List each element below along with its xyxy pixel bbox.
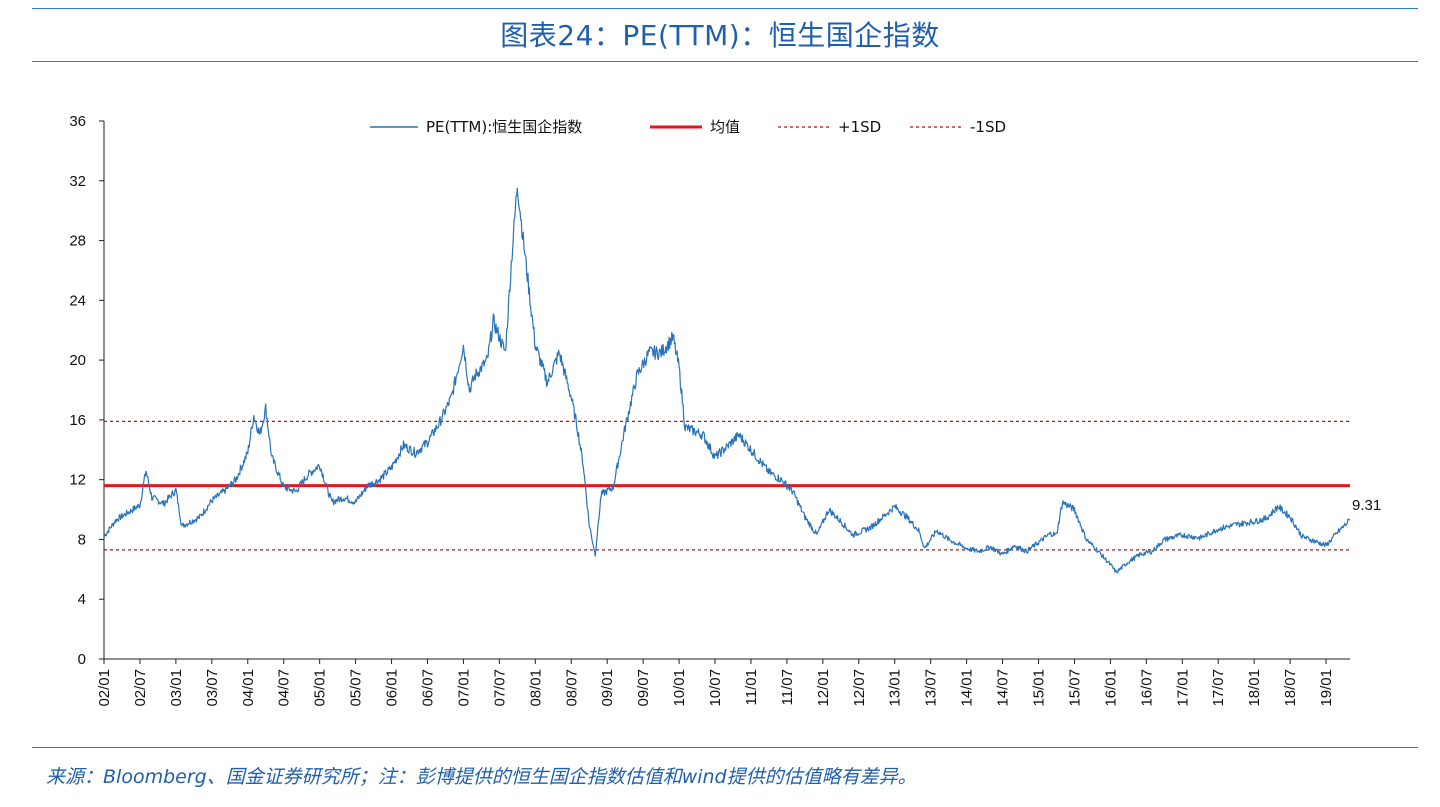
- y-axis: 0 4 8 12 16 20 24 28 32 36: [69, 113, 105, 668]
- x-tick-label: 18/01: [1246, 669, 1263, 707]
- y-tick-label: 4: [78, 591, 86, 608]
- x-tick-label: 07/07: [491, 669, 508, 707]
- x-tick-label: 17/07: [1210, 669, 1227, 707]
- bottom-rule: [32, 747, 1418, 748]
- y-tick-label: 12: [69, 472, 86, 489]
- legend-item-2: +1SD: [778, 118, 881, 136]
- x-tick-label: 10/07: [707, 669, 724, 707]
- x-tick-label: 19/01: [1318, 669, 1335, 707]
- x-tick-label: 09/01: [599, 669, 616, 707]
- x-tick-label: 03/01: [168, 669, 185, 707]
- title-rule: [32, 61, 1418, 62]
- x-tick-label: 05/01: [312, 669, 329, 707]
- y-tick-label: 24: [69, 292, 86, 309]
- x-tick-label: 08/07: [563, 669, 580, 707]
- legend-label: -1SD: [970, 118, 1006, 136]
- legend-label: PE(TTM):恒生国企指数: [426, 118, 582, 136]
- y-tick-label: 20: [69, 352, 86, 369]
- x-tick-label: 06/01: [384, 669, 401, 707]
- x-tick-label: 02/01: [96, 669, 113, 707]
- end-value-label: 9.31: [1352, 497, 1381, 514]
- y-tick-label: 32: [69, 173, 86, 190]
- series-layer: [103, 187, 1351, 574]
- annotations: 9.31: [1352, 497, 1381, 514]
- y-tick-label: 8: [78, 531, 86, 548]
- x-tick-label: 12/01: [815, 669, 832, 707]
- x-tick-label: 16/07: [1138, 669, 1155, 707]
- y-tick-label: 28: [69, 233, 86, 250]
- x-tick-label: 03/07: [204, 669, 221, 707]
- x-tick-label: 14/07: [995, 669, 1012, 707]
- y-tick-label: 16: [69, 412, 86, 429]
- reference-lines: [104, 420, 1350, 551]
- source-note: 来源：Bloomberg、国金证券研究所；注：彭博提供的恒生国企指数估值和win…: [46, 766, 917, 788]
- top-rule: [32, 8, 1418, 9]
- legend: PE(TTM):恒生国企指数 均值 +1SD -1SD: [370, 118, 1006, 136]
- y-tick-label: 36: [69, 113, 86, 130]
- x-tick-label: 04/01: [240, 669, 257, 707]
- x-tick-label: 08/01: [527, 669, 544, 707]
- legend-label: +1SD: [838, 118, 881, 136]
- x-tick-label: 04/07: [276, 669, 293, 707]
- legend-item-1: 均值: [650, 118, 740, 136]
- x-tick-label: 06/07: [419, 669, 436, 707]
- x-tick-label: 05/07: [348, 669, 365, 707]
- x-tick-label: 09/07: [635, 669, 652, 707]
- chart-title: 图表24：PE(TTM)：恒生国企指数: [500, 19, 940, 52]
- x-tick-label: 13/07: [923, 669, 940, 707]
- x-tick-label: 13/01: [887, 669, 904, 707]
- legend-item-0: PE(TTM):恒生国企指数: [370, 118, 582, 136]
- x-tick-label: 12/07: [851, 669, 868, 707]
- x-tick-label: 02/07: [132, 669, 149, 707]
- x-tick-label: 15/01: [1031, 669, 1048, 707]
- x-axis: 02/01 02/07 03/01 03/07 04/01 04/07 05/01 05/07…: [96, 658, 1350, 707]
- x-tick-label: 17/01: [1174, 669, 1191, 707]
- y-tick-label: 0: [78, 651, 86, 668]
- x-tick-label: 15/07: [1066, 669, 1083, 707]
- series-line-pe: [103, 187, 1351, 574]
- x-tick-label: 18/07: [1282, 669, 1299, 707]
- x-tick-label: 11/01: [743, 669, 760, 705]
- legend-label: 均值: [710, 118, 740, 136]
- legend-item-3: -1SD: [910, 118, 1006, 136]
- x-tick-label: 14/01: [959, 669, 976, 707]
- x-tick-label: 10/01: [671, 669, 688, 707]
- x-tick-label: 16/01: [1102, 669, 1119, 707]
- x-tick-label: 07/01: [455, 669, 472, 707]
- x-tick-label: 11/07: [779, 669, 796, 705]
